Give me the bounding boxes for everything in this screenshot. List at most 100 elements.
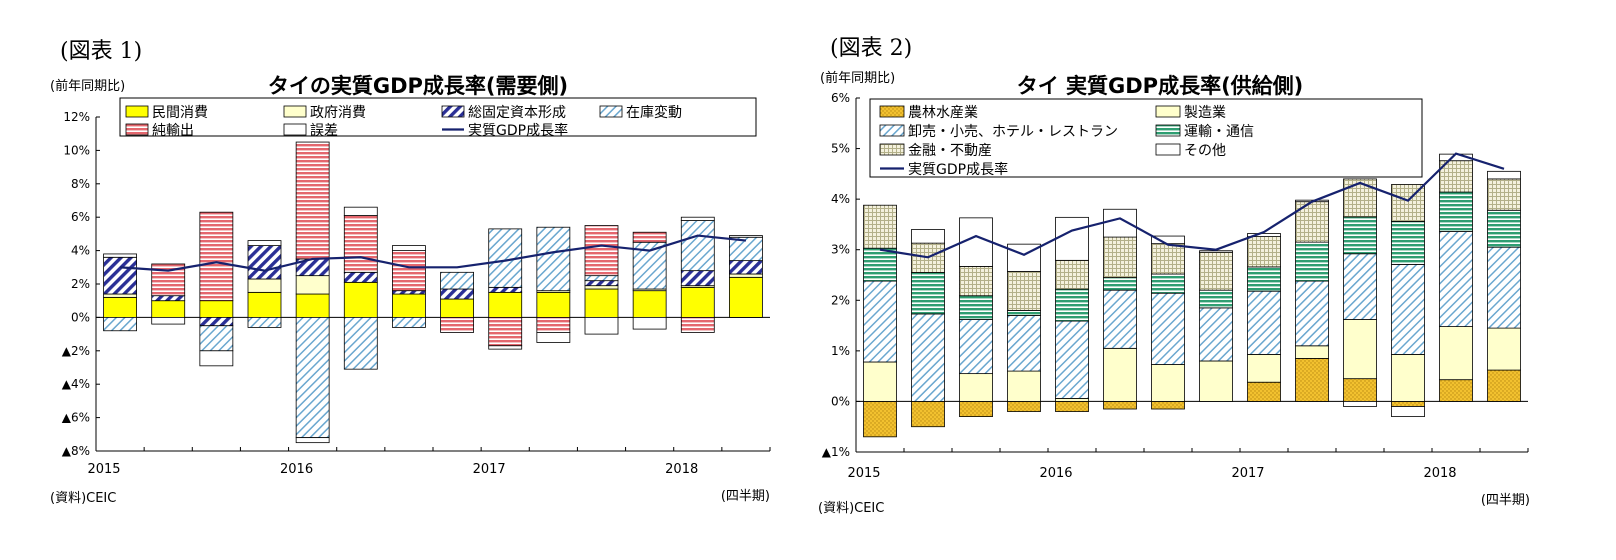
bar-segment (1295, 358, 1329, 402)
legend-label: 総固定資本形成 (468, 105, 566, 121)
bar-segment (1439, 326, 1473, 381)
legend-swatch (1155, 105, 1181, 118)
bar-segment (1199, 250, 1233, 253)
bar-segment (1055, 320, 1089, 399)
x-tick-label: 2016 (1039, 466, 1072, 481)
bar-segment (440, 271, 474, 290)
bar-segment (103, 296, 137, 318)
bar-segment (1391, 220, 1425, 265)
x-tick-label: 2017 (473, 462, 506, 477)
bar-segment (392, 250, 426, 292)
bar-segment (392, 316, 426, 328)
y-tick-label: 2% (71, 277, 90, 291)
bar-segment (1103, 347, 1137, 402)
bar-segment (1151, 401, 1185, 410)
bar-segment (488, 316, 523, 347)
bar-segment (1391, 401, 1425, 407)
bar-segment (247, 278, 282, 293)
y-tick-label: 2% (831, 293, 850, 307)
bar-segment (863, 401, 897, 438)
y-tick-label: ▲2% (62, 344, 90, 358)
bar-segment (959, 295, 993, 320)
x-tick-label: 2018 (665, 462, 698, 477)
bar-segment (1103, 289, 1137, 349)
bar-segment (1151, 364, 1185, 402)
bar-segment (1103, 236, 1137, 278)
y-tick-label: 6% (71, 210, 90, 224)
y-tick-label: 12% (63, 110, 90, 124)
legend-label: 純輸出 (152, 123, 194, 139)
x-tick-label: 2016 (280, 462, 313, 477)
bar-segment (488, 345, 523, 350)
bar-segment (199, 325, 234, 352)
y-tick-label: 4% (831, 192, 850, 206)
bar-segment (1199, 360, 1233, 402)
bar-segment (729, 260, 763, 275)
bar-segment (392, 290, 426, 295)
bar-segment (863, 247, 897, 282)
x-tick-label: 2015 (847, 466, 880, 481)
bars (863, 153, 1521, 438)
legend-swatch (283, 105, 307, 118)
legend-swatch (441, 105, 465, 118)
legend-label: 誤差 (310, 123, 338, 139)
legend-label: 運輸・通信 (1184, 124, 1254, 140)
legend-label: 実質GDP成長率 (468, 122, 568, 139)
bar-segment (959, 319, 993, 375)
legend-label: 実質GDP成長率 (908, 161, 1008, 178)
bars (103, 141, 763, 444)
bar-segment (1295, 280, 1329, 347)
bar-segment (1391, 353, 1425, 402)
y-tick-label: 8% (71, 177, 90, 191)
source-label: (資料)CEIC (50, 491, 116, 506)
figure-label: (図表 1) (60, 39, 142, 64)
bar-segment (680, 316, 715, 333)
bar-segment (1055, 397, 1089, 402)
chart-supply-side: (図表 2) (前年同期比) タイ 実質GDP成長率(供給側) (資料)CEIC… (818, 36, 1530, 516)
bar-segment (680, 270, 715, 287)
bar-segment (247, 291, 282, 318)
bar-segment (729, 276, 763, 318)
bar-segment (1247, 233, 1281, 237)
bar-segment (151, 316, 186, 325)
bar-segment (729, 273, 763, 278)
source-label: (資料)CEIC (818, 501, 884, 516)
bar-segment (1007, 370, 1041, 402)
bar-segment (1487, 369, 1521, 402)
bar-segment (680, 216, 715, 221)
bar-segment (343, 281, 378, 318)
y-tick-label: ▲4% (62, 377, 90, 391)
x-tick-label: 2018 (1423, 466, 1456, 481)
y-tick-label: 5% (831, 142, 850, 156)
legend-swatch (879, 143, 905, 156)
bar-segment (1199, 307, 1233, 362)
bar-segment (911, 272, 945, 315)
bar-segment (1439, 231, 1473, 327)
legend-swatch (879, 105, 905, 118)
bar-segment (680, 286, 715, 318)
bar-segment (911, 401, 945, 428)
legend-swatch (1155, 124, 1181, 137)
bar-segment (1103, 208, 1137, 238)
bar-segment (1439, 379, 1473, 402)
bar-segment (1247, 266, 1281, 292)
bar-segment (863, 204, 897, 249)
bar-segment (295, 275, 330, 295)
legend-swatch (125, 105, 149, 118)
bar-segment (440, 288, 474, 300)
bar-segment (1487, 170, 1521, 180)
bar-segment (440, 298, 474, 318)
bar-segment (103, 293, 137, 298)
growth-line (119, 234, 747, 272)
bar-segment (1007, 315, 1041, 372)
bar-segment (584, 316, 619, 335)
bar-segment (199, 300, 234, 318)
bar-segment (911, 313, 945, 402)
bar-segment (440, 316, 474, 333)
bar-segment (729, 236, 763, 262)
bar-segment (536, 332, 571, 343)
bar-segment (1055, 288, 1089, 322)
period-label: (四半期) (721, 489, 770, 504)
legend-label: 農林水産業 (908, 105, 978, 121)
